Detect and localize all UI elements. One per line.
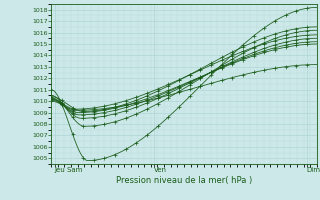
X-axis label: Pression niveau de la mer( hPa ): Pression niveau de la mer( hPa )	[116, 176, 252, 185]
